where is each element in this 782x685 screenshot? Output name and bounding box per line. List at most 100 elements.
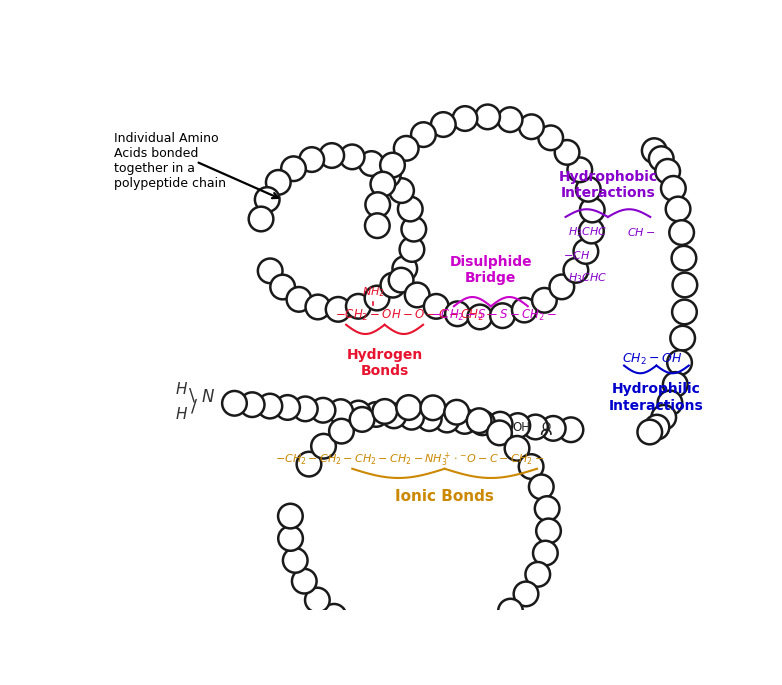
Circle shape	[514, 582, 538, 606]
Circle shape	[389, 268, 414, 292]
Circle shape	[342, 617, 366, 642]
Circle shape	[532, 288, 557, 312]
Text: H: H	[176, 407, 187, 421]
Circle shape	[240, 393, 264, 417]
Circle shape	[398, 197, 422, 221]
Circle shape	[389, 178, 414, 203]
Circle shape	[411, 123, 436, 147]
Circle shape	[558, 417, 583, 442]
Circle shape	[305, 588, 330, 612]
Circle shape	[271, 275, 295, 299]
Circle shape	[329, 419, 353, 443]
Circle shape	[286, 287, 311, 312]
Circle shape	[346, 294, 371, 319]
Circle shape	[523, 414, 548, 439]
Circle shape	[529, 475, 554, 499]
Circle shape	[306, 295, 330, 319]
Circle shape	[564, 258, 588, 283]
Circle shape	[669, 221, 694, 245]
Circle shape	[405, 283, 429, 308]
Text: $NH_2$: $NH_2$	[361, 285, 385, 299]
Text: $CH-$: $CH-$	[627, 226, 655, 238]
Circle shape	[453, 106, 477, 131]
Text: Disulphide
Bridge: Disulphide Bridge	[450, 255, 533, 285]
Circle shape	[533, 540, 558, 565]
Circle shape	[554, 140, 579, 164]
Circle shape	[661, 176, 686, 201]
Circle shape	[328, 399, 353, 424]
Circle shape	[249, 207, 274, 232]
Circle shape	[644, 415, 669, 440]
Circle shape	[326, 297, 350, 322]
Circle shape	[642, 138, 666, 163]
Circle shape	[278, 526, 303, 551]
Circle shape	[296, 452, 321, 477]
Circle shape	[467, 408, 491, 433]
Circle shape	[278, 503, 303, 528]
Circle shape	[470, 410, 495, 435]
Circle shape	[359, 151, 384, 176]
Circle shape	[365, 192, 390, 217]
Circle shape	[364, 286, 389, 310]
Circle shape	[282, 156, 306, 181]
Circle shape	[431, 112, 456, 137]
Text: Hydrophobic
Interactions: Hydrophobic Interactions	[558, 170, 658, 200]
Circle shape	[452, 409, 477, 434]
Circle shape	[475, 105, 500, 129]
Circle shape	[479, 613, 504, 638]
Circle shape	[435, 631, 460, 656]
Text: Individual Amino
Acids bonded
together in a
polypeptide chain: Individual Amino Acids bonded together i…	[113, 132, 225, 190]
Circle shape	[445, 301, 470, 326]
Circle shape	[400, 237, 425, 262]
Text: $CH_2-OH$: $CH_2-OH$	[622, 352, 682, 367]
Circle shape	[346, 401, 371, 425]
Circle shape	[663, 372, 687, 397]
Circle shape	[300, 147, 324, 172]
Circle shape	[401, 217, 426, 242]
Circle shape	[468, 305, 492, 329]
Circle shape	[292, 569, 317, 593]
Circle shape	[393, 256, 417, 281]
Text: $H_3CHC$: $H_3CHC$	[568, 272, 608, 286]
Circle shape	[417, 406, 442, 431]
Circle shape	[319, 143, 344, 168]
Circle shape	[396, 395, 421, 420]
Text: $-CH$: $-CH$	[563, 249, 590, 262]
Circle shape	[376, 163, 400, 188]
Circle shape	[541, 416, 565, 440]
Circle shape	[665, 197, 691, 221]
Text: Ionic Bonds: Ionic Bonds	[395, 489, 494, 503]
Circle shape	[568, 158, 592, 182]
Circle shape	[576, 177, 601, 201]
Circle shape	[255, 187, 279, 212]
Text: /: /	[191, 397, 197, 415]
Circle shape	[504, 436, 529, 460]
Circle shape	[435, 408, 459, 432]
Circle shape	[400, 405, 424, 429]
Circle shape	[573, 239, 598, 264]
Circle shape	[364, 402, 389, 427]
Circle shape	[535, 496, 559, 521]
Circle shape	[670, 326, 695, 351]
Circle shape	[488, 412, 512, 436]
Circle shape	[518, 454, 543, 479]
Circle shape	[371, 172, 395, 197]
Circle shape	[372, 399, 397, 424]
Circle shape	[538, 125, 563, 150]
Text: $-CH_2-OH-O-C-CH_2-$: $-CH_2-OH-O-C-CH_2-$	[335, 308, 496, 323]
Circle shape	[387, 632, 411, 657]
Circle shape	[293, 397, 317, 421]
Circle shape	[283, 548, 307, 573]
Circle shape	[381, 273, 405, 297]
Circle shape	[444, 400, 469, 425]
Text: Hydrogen
Bonds: Hydrogen Bonds	[346, 348, 423, 378]
Circle shape	[673, 273, 698, 297]
Text: \: \	[189, 386, 196, 405]
Circle shape	[667, 350, 692, 375]
Circle shape	[364, 627, 388, 651]
Circle shape	[266, 170, 291, 195]
Text: $-CH_2-S-S-CH_2-$: $-CH_2-S-S-CH_2-$	[431, 308, 557, 323]
Circle shape	[658, 390, 682, 415]
Circle shape	[498, 108, 522, 132]
Circle shape	[672, 246, 696, 271]
